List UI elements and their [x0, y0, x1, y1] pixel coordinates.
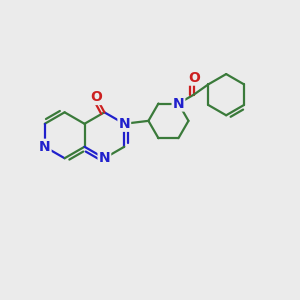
- Text: N: N: [99, 151, 110, 165]
- Text: O: O: [90, 90, 102, 104]
- Text: N: N: [118, 117, 130, 131]
- Text: N: N: [39, 140, 50, 154]
- Text: N: N: [172, 97, 184, 110]
- Text: O: O: [188, 70, 200, 85]
